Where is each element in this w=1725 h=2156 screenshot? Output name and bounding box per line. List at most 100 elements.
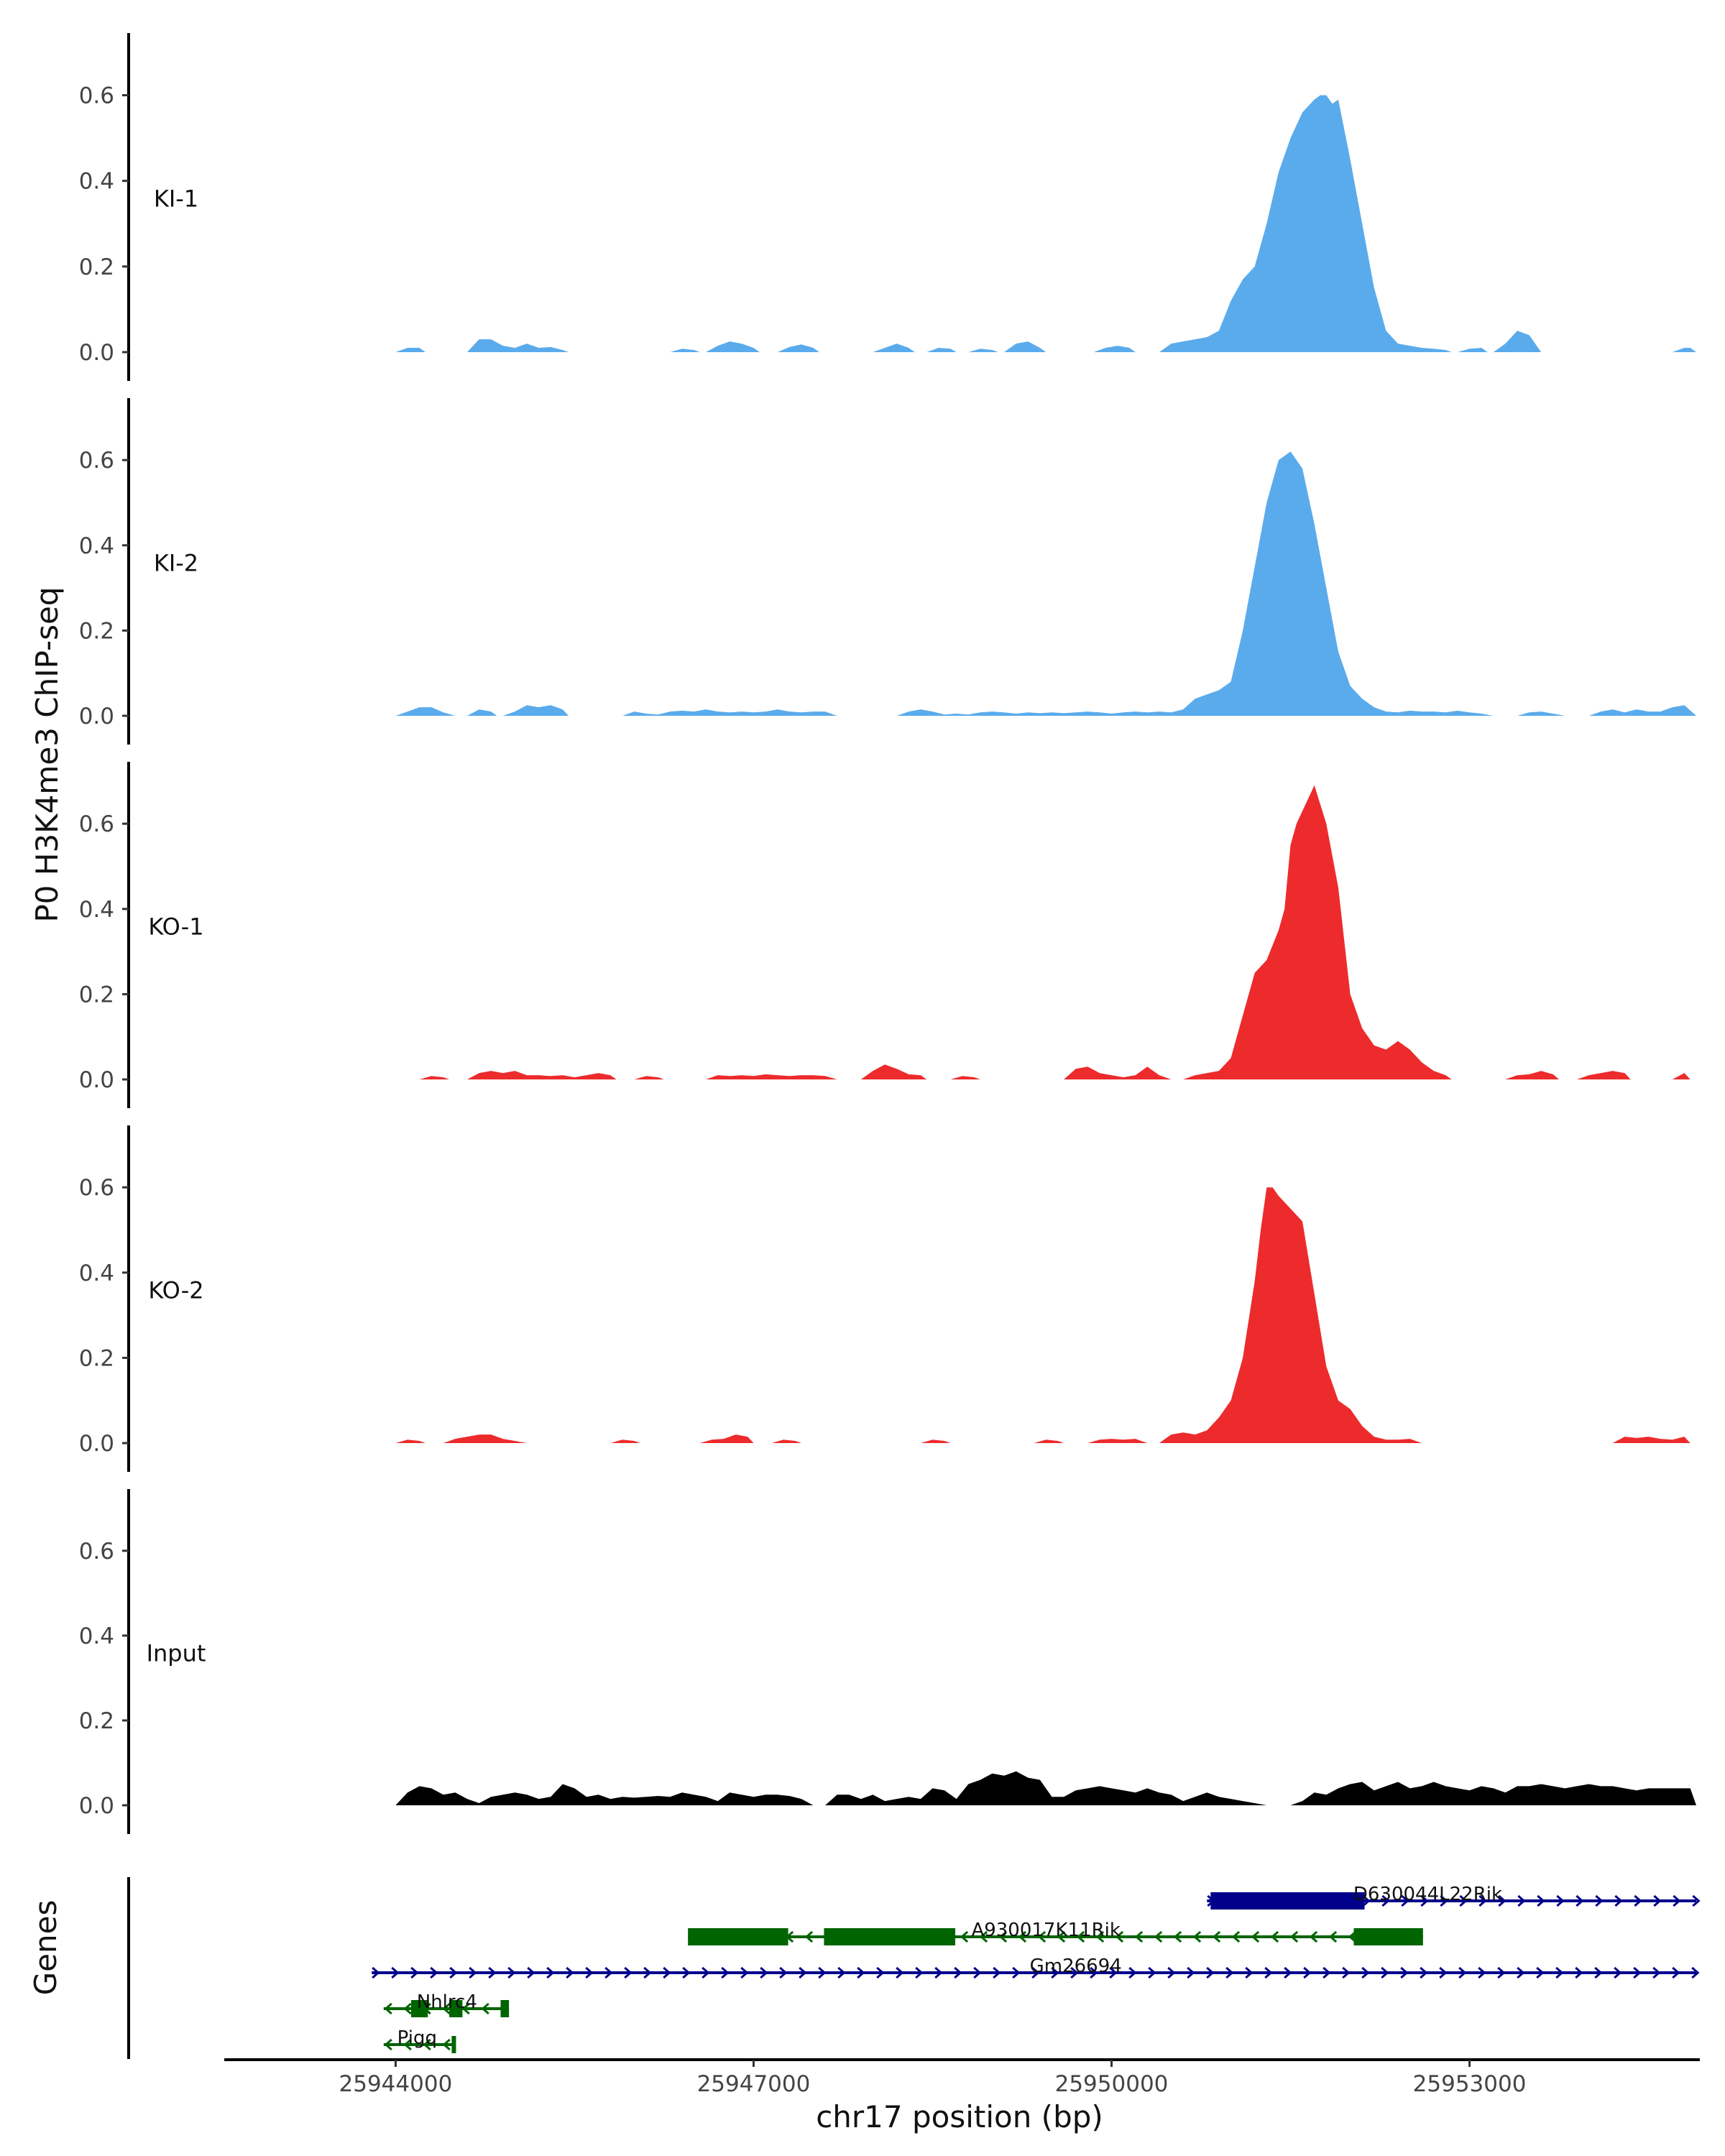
strand-arrow: [1270, 1930, 1279, 1943]
gene-label: Pigq: [397, 2027, 437, 2049]
strand-arrow: [1348, 1930, 1357, 1943]
strand-arrow: [1497, 1966, 1506, 1979]
strand-arrow: [546, 1966, 555, 1979]
strand-arrow: [585, 1966, 594, 1979]
strand-arrow: [1206, 1966, 1215, 1979]
exon-block: [688, 1928, 788, 1945]
y-tick-label: 0.4: [79, 897, 114, 923]
strand-arrow: [1018, 1930, 1027, 1943]
track-label: KO-1: [148, 913, 203, 940]
strand-arrow: [1536, 1966, 1545, 1979]
strand-arrow: [1322, 1966, 1331, 1979]
strand-arrow: [1095, 1930, 1105, 1943]
strand-arrow: [1420, 1894, 1429, 1907]
y-tick-label: 0.2: [79, 1708, 114, 1734]
strand-arrow: [442, 2038, 451, 2051]
y-tick-label: 0.6: [79, 1539, 114, 1565]
strand-arrow: [1517, 1966, 1525, 1979]
strand-arrow: [1057, 1930, 1066, 1943]
strand-arrow: [1187, 1966, 1195, 1979]
strand-arrow: [1148, 1966, 1156, 1979]
strand-arrow: [643, 1966, 652, 1979]
strand-arrow: [1012, 1966, 1021, 1979]
strand-arrow: [1128, 1966, 1137, 1979]
strand-arrow: [1594, 1966, 1603, 1979]
gene-d630044l22rik: D630044L22Rik: [1207, 1884, 1701, 1909]
strand-arrow: [1440, 1894, 1448, 1907]
strand-arrow: [372, 1966, 380, 1979]
strand-arrow: [998, 1930, 1008, 1943]
strand-arrow: [915, 1966, 924, 1979]
strand-arrow: [1614, 1966, 1622, 1979]
strand-arrow: [384, 2002, 392, 2015]
strand-arrow: [702, 1966, 710, 1979]
x-tick-label: 25944000: [339, 2071, 453, 2097]
gene-label: D630044L22Rik: [1353, 1884, 1502, 1905]
strand-arrow: [663, 1966, 671, 1979]
strand-arrow: [423, 2038, 431, 2051]
y-tick-label: 0.4: [79, 533, 114, 559]
strand-arrow: [1458, 1966, 1467, 1979]
strand-arrow: [1192, 1930, 1202, 1943]
strand-arrow: [779, 1966, 788, 1979]
strand-arrow: [1303, 1966, 1312, 1979]
y-tick-label: 0.4: [79, 1623, 114, 1649]
strand-arrow: [1167, 1966, 1176, 1979]
strand-arrow: [954, 1966, 962, 1979]
strand-arrow: [876, 1966, 885, 1979]
exon-block: [449, 2000, 463, 2017]
y-tick-label: 0.2: [79, 254, 114, 280]
strand-arrow: [760, 1966, 768, 1979]
strand-arrow: [973, 1966, 982, 1979]
strand-arrow: [934, 1966, 943, 1979]
y-tick-label: 0.2: [79, 1345, 114, 1371]
strand-arrow: [1673, 1894, 1681, 1907]
strand-arrow: [1498, 1894, 1506, 1907]
strand-arrow: [1051, 1966, 1059, 1979]
exon-block: [451, 2036, 456, 2053]
strand-arrow: [1653, 1894, 1662, 1907]
gene-gm26694: Gm26694: [372, 1955, 1700, 1979]
y-tick-label: 0.2: [79, 618, 114, 644]
strand-arrow: [1478, 1894, 1487, 1907]
track-panel-ko-1: 0.0 0.2 0.4 0.6 KO-1: [79, 762, 1690, 1108]
strand-arrow: [1381, 1966, 1389, 1979]
strand-arrow: [837, 1966, 846, 1979]
exon-block: [1210, 1892, 1365, 1909]
strand-arrow: [1576, 1894, 1584, 1907]
strand-arrow: [1614, 1894, 1623, 1907]
y-tick-label: 0.0: [79, 340, 114, 366]
track-panel-ko-2: 0.0 0.2 0.4 0.6 KO-2: [79, 1125, 1690, 1472]
strand-arrow: [1362, 1894, 1371, 1907]
strand-arrow: [1251, 1930, 1260, 1943]
strand-arrow: [1342, 1966, 1351, 1979]
strand-arrow: [1154, 1930, 1163, 1943]
strand-arrow: [1633, 1966, 1642, 1979]
coverage-area-input: [395, 1771, 1696, 1805]
strand-arrow: [604, 1966, 613, 1979]
strand-arrow: [1401, 1894, 1409, 1907]
strand-arrow: [403, 2002, 412, 2015]
gene-track: D630044L22Rik A930017K11Rik Gm26694 Nhlrc4 P…: [127, 1877, 1701, 2059]
x-tick-label: 25950000: [1055, 2071, 1169, 2097]
y-tick-label: 0.6: [79, 83, 114, 109]
strand-arrow: [1439, 1966, 1448, 1979]
gene-nhlrc4: Nhlrc4: [383, 1991, 510, 2017]
x-axis: 25944000 25947000 25950000 25953000: [224, 2058, 1700, 2097]
strand-arrow: [1264, 1966, 1273, 1979]
track-label: KI-2: [154, 549, 198, 576]
gene-a930017k11rik: A930017K11Rik: [688, 1920, 1423, 1945]
track-panel-ki-2: 0.0 0.2 0.4 0.6 KI-2: [79, 398, 1696, 745]
strand-arrow: [410, 1966, 419, 1979]
strand-arrow: [1284, 1966, 1292, 1979]
track-panel-input: 0.0 0.2 0.4 0.6 Input: [79, 1489, 1696, 1834]
strand-arrow: [804, 1930, 814, 1943]
x-tick-label: 25953000: [1413, 2071, 1527, 2097]
strand-arrow: [1381, 1894, 1390, 1907]
strand-arrow: [1173, 1930, 1182, 1943]
strand-arrow: [1478, 1966, 1486, 1979]
gene-label: Gm26694: [1030, 1955, 1122, 1977]
strand-arrow: [1420, 1966, 1428, 1979]
strand-arrow: [1037, 1930, 1046, 1943]
